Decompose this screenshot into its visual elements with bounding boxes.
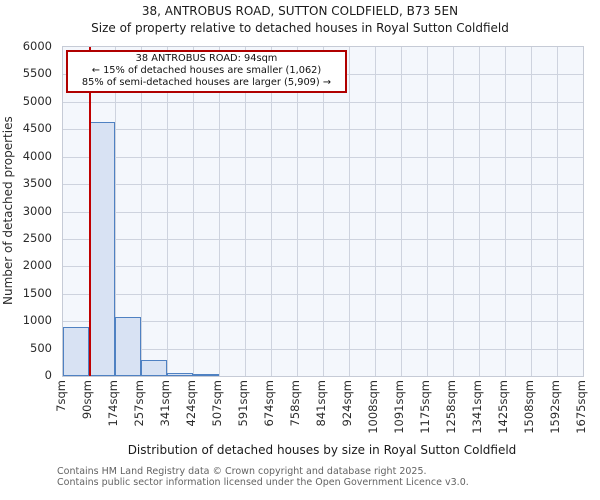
y-tick-0: 0 bbox=[44, 368, 52, 382]
x-tick-507sqm: 507sqm bbox=[210, 380, 224, 427]
chart-title: 38, ANTROBUS ROAD, SUTTON COLDFIELD, B73… bbox=[141, 4, 459, 18]
x-axis-label: Distribution of detached houses by size … bbox=[127, 443, 517, 457]
horizontal-gridline bbox=[63, 101, 583, 103]
y-tick-1500: 1500 bbox=[22, 285, 52, 300]
horizontal-gridline bbox=[63, 348, 583, 350]
horizontal-gridline bbox=[63, 184, 583, 186]
x-tick-174sqm: 174sqm bbox=[106, 380, 120, 427]
histogram-bar-90sqm bbox=[89, 122, 115, 376]
x-tick-591sqm: 591sqm bbox=[236, 380, 250, 427]
y-tick-4500: 4500 bbox=[22, 121, 52, 136]
x-tick-1425sqm: 1425sqm bbox=[496, 380, 510, 434]
x-tick-7sqm: 7sqm bbox=[54, 380, 68, 412]
x-tick-1341sqm: 1341sqm bbox=[470, 380, 484, 434]
horizontal-gridline bbox=[63, 321, 583, 323]
y-tick-4000: 4000 bbox=[22, 148, 52, 163]
histogram-bar-174sqm bbox=[115, 316, 141, 376]
x-tick-1258sqm: 1258sqm bbox=[444, 380, 458, 434]
attribution-footer: Contains HM Land Registry data © Crown c… bbox=[57, 466, 597, 488]
y-tick-5500: 5500 bbox=[22, 66, 52, 81]
x-tick-1008sqm: 1008sqm bbox=[366, 380, 380, 434]
x-tick-1175sqm: 1175sqm bbox=[418, 380, 432, 434]
annotation-property-line: 38 ANTROBUS ROAD: 94sqm bbox=[135, 53, 278, 64]
annotation-larger-line: 85% of semi-detached houses are larger (… bbox=[81, 77, 332, 89]
histogram-bar-341sqm bbox=[167, 372, 193, 376]
x-tick-924sqm: 924sqm bbox=[340, 380, 354, 427]
y-tick-1000: 1000 bbox=[22, 313, 52, 328]
x-tick-1508sqm: 1508sqm bbox=[522, 380, 536, 434]
x-tick-841sqm: 841sqm bbox=[314, 380, 328, 427]
y-tick-3000: 3000 bbox=[22, 203, 52, 218]
x-tick-90sqm: 90sqm bbox=[80, 380, 94, 420]
horizontal-gridline bbox=[63, 211, 583, 213]
x-tick-758sqm: 758sqm bbox=[288, 380, 302, 427]
plot-area: 38 ANTROBUS ROAD: 94sqm ← 15% of detache… bbox=[62, 46, 584, 377]
x-tick-424sqm: 424sqm bbox=[184, 380, 198, 427]
horizontal-gridline bbox=[63, 293, 583, 295]
x-tick-341sqm: 341sqm bbox=[158, 380, 172, 427]
x-tick-1091sqm: 1091sqm bbox=[392, 380, 406, 434]
x-tick-674sqm: 674sqm bbox=[262, 380, 276, 427]
y-tick-5000: 5000 bbox=[22, 93, 52, 108]
histogram-bar-424sqm bbox=[193, 374, 219, 376]
y-tick-2500: 2500 bbox=[22, 230, 52, 245]
annotation-box: 38 ANTROBUS ROAD: 94sqm ← 15% of detache… bbox=[66, 50, 347, 93]
x-tick-1592sqm: 1592sqm bbox=[548, 380, 562, 434]
x-tick-1675sqm: 1675sqm bbox=[574, 380, 588, 434]
horizontal-gridline bbox=[63, 156, 583, 158]
x-tick-257sqm: 257sqm bbox=[132, 380, 146, 427]
chart-subtitle: Size of property relative to detached ho… bbox=[91, 21, 509, 35]
footer-line-2: Contains public sector information licen… bbox=[57, 476, 469, 488]
y-tick-2000: 2000 bbox=[22, 258, 52, 273]
horizontal-gridline bbox=[63, 129, 583, 131]
y-tick-6000: 6000 bbox=[22, 39, 52, 53]
horizontal-gridline bbox=[63, 238, 583, 240]
histogram-bar-257sqm bbox=[141, 360, 167, 376]
horizontal-gridline bbox=[63, 266, 583, 268]
property-size-marker-line bbox=[89, 47, 92, 376]
footer-line-1: Contains HM Land Registry data © Crown c… bbox=[57, 466, 427, 477]
histogram-bar-7sqm bbox=[63, 326, 89, 376]
y-tick-500: 500 bbox=[30, 340, 52, 355]
annotation-smaller-line: ← 15% of detached houses are smaller (1,… bbox=[91, 65, 322, 77]
y-tick-3500: 3500 bbox=[22, 176, 52, 191]
